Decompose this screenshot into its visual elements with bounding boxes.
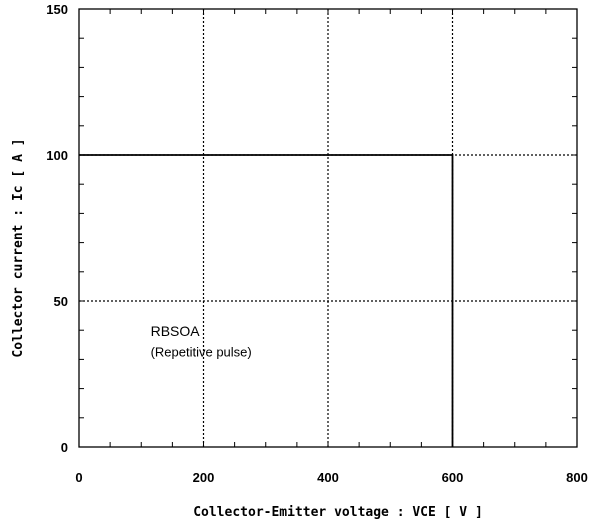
series-line-rbsoa (79, 154, 454, 447)
annotation-repetitive-pulse: (Repetitive pulse) (151, 344, 252, 359)
x-axis-title: Collector-Emitter voltage : VCE [ V ] (193, 505, 483, 520)
plot-frame (78, 8, 578, 448)
y-tick-label: 50 (54, 294, 68, 309)
x-tick-label: 200 (193, 470, 215, 485)
grid-lines (79, 9, 577, 447)
x-tick-labels: 0 200 400 600 800 (75, 470, 587, 485)
y-axis-title: Collector current : Ic [ A ] (11, 138, 26, 357)
y-tick-label: 150 (46, 2, 68, 17)
x-tick-label: 800 (566, 470, 588, 485)
annotation-rbsoa: RBSOA (151, 323, 201, 339)
minor-ticks (79, 9, 577, 447)
y-tick-label: 0 (61, 440, 68, 455)
y-tick-label: 100 (46, 148, 68, 163)
x-tick-label: 0 (75, 470, 82, 485)
x-tick-label: 600 (442, 470, 464, 485)
x-tick-label: 400 (317, 470, 339, 485)
series-layer (79, 154, 454, 447)
y-tick-labels: 0 50 100 150 (46, 2, 68, 455)
